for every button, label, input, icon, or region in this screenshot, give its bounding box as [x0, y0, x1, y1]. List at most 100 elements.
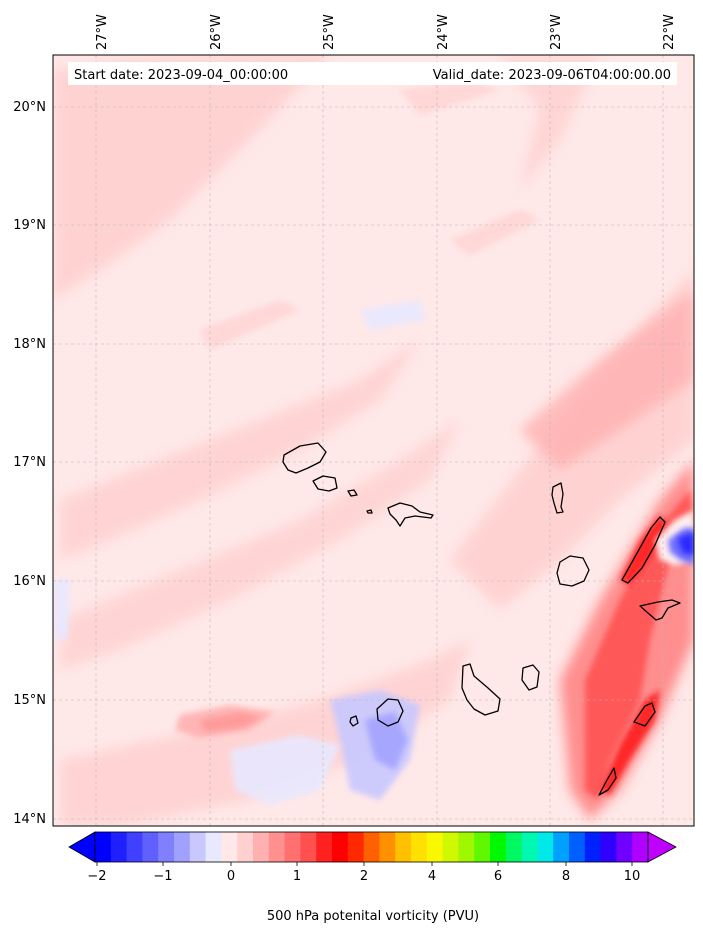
colorbar-tick-label: 4	[428, 869, 436, 884]
map-panel: Start date: 2023-09-04_00:00:00 Valid_da…	[53, 55, 694, 826]
colorbar-segment	[426, 832, 444, 862]
pv-filament-core-north	[620, 515, 668, 585]
colorbar-segment	[363, 832, 380, 862]
lon-label-27w: 27°W	[95, 14, 110, 50]
lon-label-23w: 23°W	[549, 14, 564, 50]
coastlines	[282, 442, 681, 796]
colorbar-segment	[95, 832, 112, 862]
colorbar-segment	[268, 832, 286, 862]
pv-contour-southwest	[598, 767, 617, 796]
lon-label-25w: 25°W	[322, 14, 337, 50]
colorbar-tick-label: −1	[153, 869, 172, 884]
gridlines	[53, 55, 694, 826]
colorbar-tick-label: 8	[562, 869, 570, 884]
island-santo-antao	[282, 442, 327, 474]
pv-streak-3	[450, 210, 540, 255]
colorbar-tick-label: 6	[494, 869, 502, 884]
colorbar-tick-label: 10	[624, 869, 641, 884]
colorbar-segment	[490, 832, 507, 862]
colorbar-segment	[347, 832, 365, 862]
lat-label-19n: 19°N	[13, 218, 46, 233]
pv-band-mid	[60, 420, 460, 670]
colorbar-segment	[474, 832, 491, 862]
colorbar-segment	[174, 832, 191, 862]
colorbar-segment	[205, 832, 222, 862]
pv-contour-south	[633, 702, 656, 727]
colorbar-segment	[521, 832, 538, 862]
colorbar-segment	[332, 832, 349, 862]
pv-band-south	[60, 640, 470, 826]
colorbar-segments	[95, 832, 649, 862]
pv-streak-2	[200, 300, 300, 350]
pv-filament-core	[600, 690, 660, 795]
lon-label-22w: 22°W	[662, 14, 677, 50]
colorbar-segment	[284, 832, 301, 862]
colorbar-segment	[300, 832, 317, 862]
colorbar-segment	[442, 832, 459, 862]
colorbar-segment	[158, 832, 175, 862]
latitude-labels: 20°N 19°N 18°N 17°N 16°N 15°N 14°N	[13, 100, 46, 827]
island-raso	[366, 509, 373, 514]
colorbar-segment	[221, 832, 238, 862]
pv-contour-middle	[639, 599, 681, 621]
island-sao-vicente	[312, 475, 338, 492]
island-brava	[349, 715, 359, 727]
lat-label-20n: 20°N	[13, 100, 46, 115]
island-fogo	[376, 698, 404, 727]
pv-band-northwest	[53, 55, 330, 300]
colorbar-segment	[458, 832, 475, 862]
colorbar-segment	[126, 832, 143, 862]
start-date-label: Start date: 2023-09-04_00:00:00	[74, 68, 288, 83]
pv-strip-s	[200, 712, 262, 732]
island-sal	[551, 482, 564, 514]
colorbar-segment	[395, 832, 412, 862]
colorbar-under-triangle	[68, 831, 96, 863]
colorbar-segment	[537, 832, 554, 862]
lon-label-24w: 24°W	[436, 14, 451, 50]
colorbar-segment	[600, 832, 617, 862]
lat-label-16n: 16°N	[13, 574, 46, 589]
colorbar-segment	[584, 832, 602, 862]
pv-negative-patch-4	[360, 300, 425, 330]
colorbar-segment	[237, 832, 254, 862]
colorbar-segment	[253, 832, 270, 862]
pv-band-central	[60, 340, 420, 560]
pv-negative-patch-2	[365, 712, 408, 770]
colorbar-tick-label: −2	[87, 869, 106, 884]
colorbar-segment	[316, 832, 333, 862]
lat-label-18n: 18°N	[13, 337, 46, 352]
colorbar-ticks: −2 −1 0 1 2 4 6 8 10	[87, 862, 640, 884]
island-sao-nicolau	[387, 502, 434, 527]
annotation-box	[68, 62, 677, 85]
colorbar-segment	[632, 832, 649, 862]
lon-label-26w: 26°W	[209, 14, 224, 50]
pv-blue-core-inner	[678, 532, 694, 556]
island-santa-luzia	[347, 489, 358, 497]
colorbar-segment	[616, 832, 633, 862]
island-boa-vista	[556, 555, 590, 587]
island-santiago	[461, 663, 501, 716]
colorbar-frame	[94, 831, 649, 863]
colorbar-segment	[411, 832, 428, 862]
lat-label-15n: 15°N	[13, 693, 46, 708]
lat-label-17n: 17°N	[13, 455, 46, 470]
colorbar-segment	[505, 832, 523, 862]
colorbar-segment	[379, 832, 396, 862]
colorbar-tick-label: 0	[227, 869, 235, 884]
colorbar-segment	[569, 832, 586, 862]
colorbar-segment	[553, 832, 570, 862]
map-frame	[52, 54, 695, 827]
colorbar-tick-label: 2	[360, 869, 368, 884]
pv-band-east-darker	[520, 290, 694, 470]
longitude-labels: 27°W 26°W 25°W 24°W 23°W 22°W	[95, 14, 677, 50]
colorbar-tick-label: 1	[293, 869, 301, 884]
colorbar-over-triangle	[647, 831, 677, 863]
pv-negative-patch-5	[53, 580, 70, 640]
valid-date-label: Valid_date: 2023-09-06T04:00:00.00	[433, 68, 671, 83]
colorbar: −2 −1 0 1 2 4 6 8 10 500 hPa potenital vorticity…	[68, 831, 677, 924]
island-maio	[521, 664, 540, 691]
pv-filament-mid	[585, 490, 694, 800]
pv-negative-patch-3	[230, 735, 340, 805]
colorbar-segment	[142, 832, 159, 862]
